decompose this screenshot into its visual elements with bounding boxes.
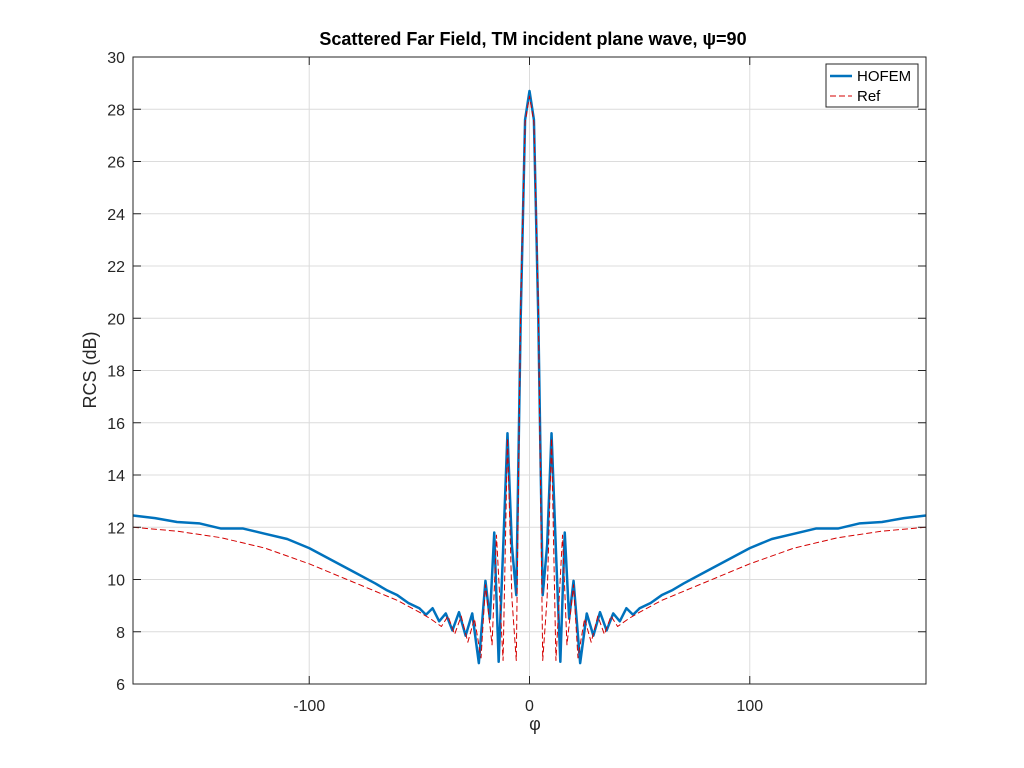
x-tick-label: 0 xyxy=(525,698,534,715)
y-tick-label: 18 xyxy=(107,364,125,381)
legend-label-hofem: HOFEM xyxy=(857,68,911,85)
ticks-layer: -100 0 100 6 8 10 12 14 16 18 20 22 24 26 28 30 xyxy=(107,50,926,715)
x-tick-label: -100 xyxy=(293,698,325,715)
y-tick-label: 22 xyxy=(107,259,125,276)
series-line-hofem xyxy=(132,89,927,665)
y-tick-label: 24 xyxy=(107,207,125,224)
legend-box xyxy=(825,63,919,108)
y-tick-label: 8 xyxy=(116,625,125,642)
y-tick-label: 20 xyxy=(107,311,125,328)
y-tick-label: 10 xyxy=(107,573,125,590)
chart-title: Scattered Far Field, TM incident plane w… xyxy=(319,29,746,49)
y-axis-label: RCS (dB) xyxy=(80,331,100,408)
y-tick-label: 14 xyxy=(107,468,125,485)
y-tick-label: 12 xyxy=(107,520,125,537)
legend: HOFEM Ref xyxy=(825,63,919,108)
x-axis-label: φ xyxy=(529,714,541,734)
y-tick-label: 30 xyxy=(107,50,125,67)
x-tick-label: 100 xyxy=(736,698,763,715)
series-layer xyxy=(132,89,927,665)
y-tick-label: 28 xyxy=(107,102,125,119)
y-tick-label: 6 xyxy=(116,677,125,694)
plot-area: -100 0 100 6 8 10 12 14 16 18 20 22 24 26 28 30 xyxy=(107,50,927,715)
y-tick-label: 26 xyxy=(107,155,125,172)
series-line-ref xyxy=(132,95,927,661)
legend-label-ref: Ref xyxy=(857,88,881,105)
y-tick-label: 16 xyxy=(107,416,125,433)
